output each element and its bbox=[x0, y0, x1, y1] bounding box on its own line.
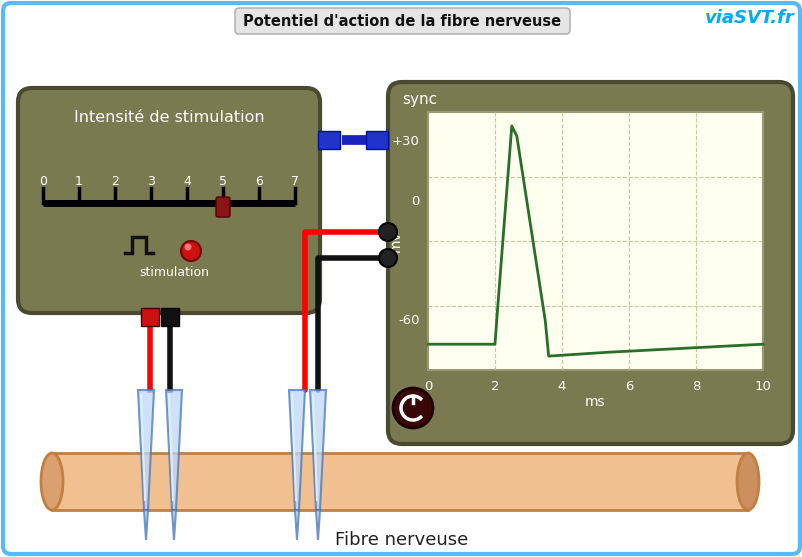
Bar bbox=[141, 308, 159, 326]
Text: ms: ms bbox=[585, 395, 605, 409]
Text: 0: 0 bbox=[411, 195, 419, 208]
Polygon shape bbox=[316, 510, 320, 540]
Text: 8: 8 bbox=[691, 379, 699, 393]
Text: 6: 6 bbox=[624, 379, 633, 393]
Bar bbox=[318, 131, 339, 149]
Text: 7: 7 bbox=[290, 175, 298, 188]
Circle shape bbox=[184, 243, 191, 251]
FancyBboxPatch shape bbox=[3, 3, 799, 554]
Text: -60: -60 bbox=[398, 314, 419, 327]
Text: 10: 10 bbox=[754, 379, 771, 393]
FancyBboxPatch shape bbox=[235, 8, 569, 34]
Circle shape bbox=[180, 241, 200, 261]
Text: 1: 1 bbox=[75, 175, 83, 188]
Ellipse shape bbox=[736, 453, 758, 510]
Polygon shape bbox=[172, 510, 176, 540]
Bar bbox=[160, 308, 179, 326]
Text: 2: 2 bbox=[111, 175, 119, 188]
Polygon shape bbox=[166, 390, 182, 510]
Text: +30: +30 bbox=[391, 135, 419, 148]
Circle shape bbox=[379, 223, 396, 241]
Text: mv: mv bbox=[388, 230, 403, 252]
Text: viaSVT.fr: viaSVT.fr bbox=[704, 9, 794, 27]
Polygon shape bbox=[294, 510, 298, 540]
Text: stimulation: stimulation bbox=[139, 266, 209, 280]
Text: Potentiel d'action de la fibre nerveuse: Potentiel d'action de la fibre nerveuse bbox=[243, 13, 561, 28]
Text: 0: 0 bbox=[39, 175, 47, 188]
Polygon shape bbox=[310, 390, 326, 510]
Text: 3: 3 bbox=[147, 175, 155, 188]
Text: sync: sync bbox=[402, 92, 436, 108]
Text: 5: 5 bbox=[219, 175, 227, 188]
Text: Fibre nerveuse: Fibre nerveuse bbox=[334, 531, 468, 549]
Text: 2: 2 bbox=[490, 379, 499, 393]
Circle shape bbox=[392, 388, 432, 428]
Ellipse shape bbox=[41, 453, 63, 510]
Text: 0: 0 bbox=[423, 379, 431, 393]
Text: 4: 4 bbox=[557, 379, 565, 393]
Circle shape bbox=[379, 249, 396, 267]
Polygon shape bbox=[138, 390, 154, 510]
FancyBboxPatch shape bbox=[18, 88, 320, 313]
Polygon shape bbox=[144, 510, 148, 540]
FancyBboxPatch shape bbox=[387, 82, 792, 444]
Polygon shape bbox=[289, 390, 305, 510]
FancyBboxPatch shape bbox=[216, 197, 229, 217]
Text: 6: 6 bbox=[255, 175, 262, 188]
Bar bbox=[366, 131, 387, 149]
Bar bbox=[52, 453, 747, 510]
Text: 4: 4 bbox=[183, 175, 191, 188]
Text: Intensité de stimulation: Intensité de stimulation bbox=[74, 110, 264, 125]
Bar bbox=[427, 112, 762, 370]
